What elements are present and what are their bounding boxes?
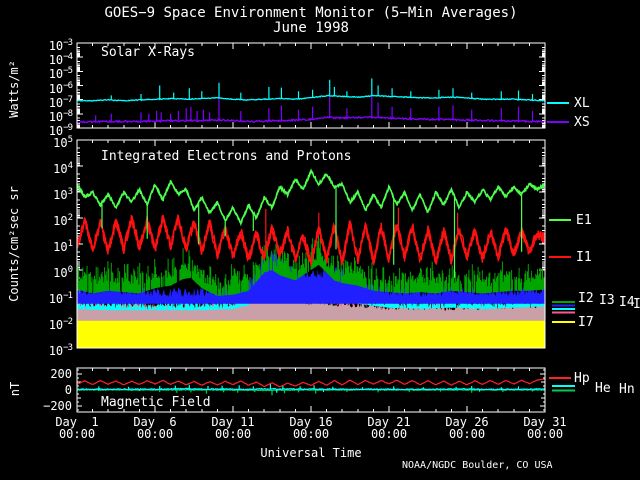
y-tick-label: 104 <box>53 161 73 176</box>
legend-label-i7: I7 <box>578 315 594 330</box>
y-axis-label-nt: nT <box>8 381 22 397</box>
x-tick-time-label: 00:00 <box>58 427 96 441</box>
legend-label-hp: Hp <box>574 371 590 386</box>
y-tick-label: 200 <box>50 367 72 381</box>
x-tick-label: Day 21 <box>367 415 411 429</box>
legend-label-i2: I2 <box>578 291 594 306</box>
y-tick-label: 100 <box>53 265 73 280</box>
x-tick-label: Day 26 <box>445 415 489 429</box>
y-tick-label: 10−4 <box>48 52 73 68</box>
x-tick-label: Day 6 <box>133 415 177 429</box>
credit-text: NOAA/NGDC Boulder, CO USA <box>402 460 553 471</box>
y-axis-label-counts: Counts/cm²sec sr <box>7 186 21 302</box>
y-tick-label: 102 <box>53 213 73 228</box>
y-tick-label: 103 <box>53 187 73 202</box>
legend-label-e1: E1 <box>576 213 592 228</box>
x-tick-label: Day 16 <box>289 415 333 429</box>
y-tick-label: 10−9 <box>48 123 73 138</box>
y-tick-label: 10−8 <box>48 108 73 124</box>
legend-label-he: He <box>595 381 611 396</box>
legend-label-i5: I5 <box>633 297 640 312</box>
legend-label-i4: I4 <box>619 295 635 310</box>
x-tick-time-label: 00:00 <box>292 427 330 441</box>
x-axis-title: Universal Time <box>260 446 362 460</box>
x-tick-label: Day 31 <box>523 415 567 429</box>
x-tick-label: Day 11 <box>211 415 255 429</box>
x-tick-time-label: 00:00 <box>370 427 408 441</box>
y-tick-label: 10−7 <box>48 94 73 110</box>
y-axis-label-watts: Watts/m² <box>7 60 21 118</box>
x-tick-time-label: 00:00 <box>448 427 486 441</box>
legend-label-xl: XL <box>574 96 590 111</box>
x-tick-time-label: 00:00 <box>136 427 174 441</box>
y-tick-label: 10−3 <box>48 343 73 358</box>
y-tick-label: 0 <box>64 383 72 397</box>
x-tick-time-label: 00:00 <box>214 427 252 441</box>
panel-title-particles: Integrated Electrons and Protons <box>101 149 352 164</box>
chart-subtitle: June 1998 <box>273 20 349 36</box>
y-tick-label: 10−5 <box>48 66 73 82</box>
chart-title: GOES−9 Space Environment Monitor (5−Min … <box>104 5 518 21</box>
legend-label-xs: XS <box>574 115 590 130</box>
y-tick-label: 10−3 <box>48 38 73 53</box>
y-tick-label: 10−2 <box>48 317 73 332</box>
legend-label-i3: I3 <box>599 293 615 308</box>
panel-title-magnetic: Magnetic Field <box>101 395 211 410</box>
legend-label-hn: Hn <box>619 382 635 397</box>
legend-label-i1: I1 <box>576 250 592 265</box>
y-tick-label: 10−1 <box>48 291 73 306</box>
y-tick-label: 105 <box>53 135 73 150</box>
y-tick-label: 10−6 <box>48 80 73 96</box>
y-tick-label: −200 <box>43 399 72 413</box>
x-tick-time-label: 00:00 <box>526 427 564 441</box>
panel-title-solar-xrays: Solar X-Rays <box>101 45 195 60</box>
x-tick-label: Day 1 <box>55 415 99 429</box>
y-tick-label: 101 <box>53 239 73 254</box>
